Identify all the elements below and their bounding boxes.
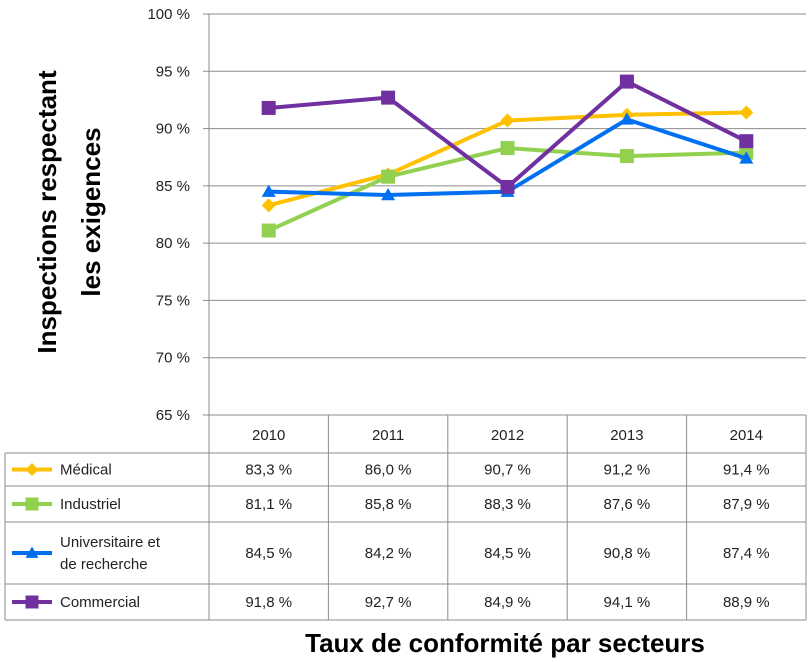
- data-point: [261, 100, 276, 115]
- y-axis-ticks: 65 % 70 % 75 % 80 % 85 % 90 % 95 % 100 %: [147, 6, 190, 424]
- series-4: [261, 74, 754, 195]
- y-tick-label: 75 %: [156, 292, 190, 309]
- data-point: [381, 169, 396, 184]
- y-tick-label: 80 %: [156, 235, 190, 252]
- legend-key-marker: [25, 546, 39, 558]
- data-table: 2010 2011 2012 2013 2014 Médical 83,3 % 86,0 % 9…: [4, 414, 807, 621]
- grid-lines: [203, 13, 806, 416]
- table-cell-value: 91,8 %: [245, 594, 292, 611]
- y-tick-label: 95 %: [156, 63, 190, 80]
- data-point: [500, 180, 515, 195]
- data-point: [739, 105, 754, 120]
- data-point: [500, 141, 515, 156]
- data-point: [261, 184, 276, 197]
- table-cell-value: 88,9 %: [723, 594, 770, 611]
- x-tick-label: 2012: [491, 427, 524, 444]
- table-cell-value: 90,8 %: [604, 545, 651, 562]
- x-tick-label: 2014: [730, 427, 763, 444]
- data-point: [381, 90, 396, 105]
- x-tick-label: 2010: [252, 427, 285, 444]
- table-cell-value: 94,1 %: [604, 594, 651, 611]
- y-axis-label-line: Inspections respectant: [32, 70, 62, 354]
- table-cell-value: 92,7 %: [365, 594, 412, 611]
- table-cell-value: 84,9 %: [484, 594, 531, 611]
- table-cell-value: 83,3 %: [245, 462, 292, 479]
- table-cell-value: 88,3 %: [484, 496, 531, 513]
- table-cell-value: 84,5 %: [484, 545, 531, 562]
- table-cell-value: 91,2 %: [604, 462, 651, 479]
- data-point: [619, 74, 634, 89]
- legend-label: Universitaire et: [60, 534, 161, 551]
- y-tick-label: 100 %: [147, 6, 190, 23]
- table-cell-value: 85,8 %: [365, 496, 412, 513]
- data-point: [381, 188, 396, 201]
- y-axis-label-line: les exigences: [76, 127, 106, 296]
- data-point: [739, 151, 754, 164]
- y-tick-label: 65 %: [156, 407, 190, 424]
- legend-label: Industriel: [60, 496, 121, 513]
- x-tick-label: 2013: [610, 427, 643, 444]
- table-cell-value: 84,5 %: [245, 545, 292, 562]
- data-point: [619, 112, 634, 125]
- data-point: [500, 113, 515, 128]
- data-point: [619, 149, 634, 164]
- legend-key-marker: [25, 497, 39, 511]
- y-tick-label: 90 %: [156, 121, 190, 138]
- x-axis-label: Taux de conformité par secteurs: [305, 628, 705, 658]
- legend-key-marker: [25, 595, 39, 609]
- table-cell-value: 87,6 %: [604, 496, 651, 513]
- legend-label: Commercial: [60, 594, 140, 611]
- data-point: [739, 134, 754, 149]
- table-cell-value: 86,0 %: [365, 462, 412, 479]
- legend-label: Médical: [60, 462, 112, 479]
- legend-label: de recherche: [60, 556, 148, 573]
- y-axis-label: Inspections respectant les exigences: [32, 70, 106, 354]
- y-tick-label: 70 %: [156, 350, 190, 367]
- table-cell-value: 87,4 %: [723, 545, 770, 562]
- data-point: [261, 198, 276, 213]
- legend-key-marker: [25, 463, 39, 476]
- table-cell-value: 84,2 %: [365, 545, 412, 562]
- table-cell-value: 87,9 %: [723, 496, 770, 513]
- table-cell-value: 81,1 %: [245, 496, 292, 513]
- data-point: [261, 223, 276, 238]
- series-group: [261, 74, 754, 238]
- x-tick-label: 2011: [372, 427, 404, 444]
- table-cell-value: 90,7 %: [484, 462, 531, 479]
- table-cell-value: 91,4 %: [723, 462, 770, 479]
- y-tick-label: 85 %: [156, 178, 190, 195]
